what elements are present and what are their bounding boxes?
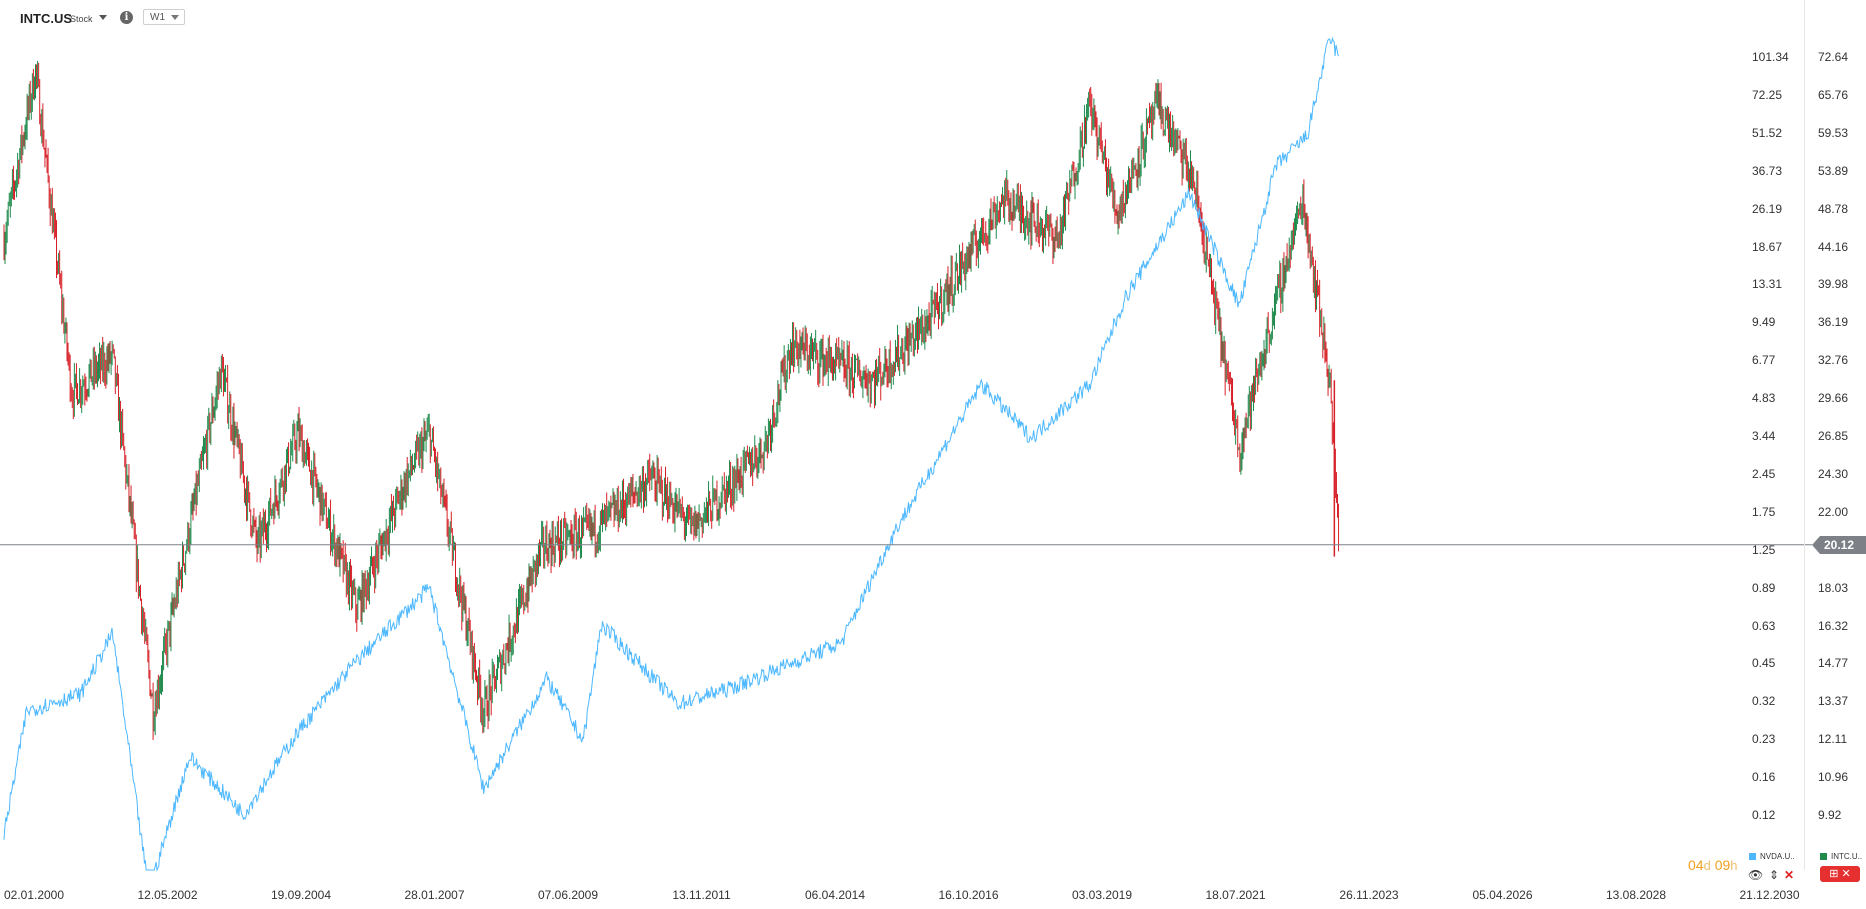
right-axis-tick: 22.00	[1818, 504, 1849, 519]
left-axis-tick: 51.52	[1752, 125, 1783, 140]
left-axis-tick: 101.34	[1752, 50, 1789, 64]
chart-toolbar: INTC.US Stock i W1	[0, 0, 1866, 36]
left-axis-tick: 6.77	[1752, 353, 1776, 368]
legend-nvda[interactable]: NVDA.U..	[1749, 852, 1795, 861]
time-axis-tick: 07.06.2009	[537, 888, 599, 902]
right-axis-tick: 13.37	[1818, 694, 1849, 709]
left-axis-tick: 0.63	[1752, 618, 1776, 633]
left-axis-tick: 13.31	[1752, 277, 1783, 292]
right-axis-tick: 16.32	[1818, 618, 1849, 633]
right-axis-tick: 12.11	[1818, 732, 1848, 747]
symbol-dropdown-caret-icon[interactable]	[99, 15, 107, 20]
eye-icon[interactable]: 👁	[1748, 868, 1764, 882]
timeframe-value: W1	[150, 12, 165, 23]
time-axis-tick: 26.11.2023	[1339, 888, 1399, 902]
nvda-line	[3, 36, 1340, 872]
instrument-type: Stock	[70, 14, 93, 24]
right-axis-tick: 59.53	[1818, 125, 1849, 140]
left-axis-tick: 1.75	[1752, 504, 1776, 519]
right-axis-tick: 36.19	[1818, 315, 1849, 330]
right-axis-tick: 48.78	[1818, 201, 1849, 216]
right-axis-tick: 26.85	[1818, 429, 1849, 443]
time-axis-tick: 12.05.2002	[137, 888, 198, 902]
countdown-hour-unit: h	[1730, 858, 1738, 873]
nvda-compare-line	[3, 36, 1340, 872]
symbol-title[interactable]: INTC.US	[20, 11, 72, 26]
intc-swatch	[1820, 853, 1827, 860]
right-axis-tick: 9.92	[1818, 808, 1842, 822]
right-axis-tick: 65.76	[1818, 87, 1849, 102]
remove-series-button[interactable]: ⊞ ✕	[1820, 866, 1860, 882]
right-axis-tick: 18.03	[1818, 580, 1849, 595]
legend-intc[interactable]: INTC.U..	[1820, 852, 1862, 861]
time-axis-tick: 06.04.2014	[804, 888, 866, 902]
left-axis-tick: 0.45	[1752, 656, 1776, 671]
reorder-icon[interactable]: ⇕	[1769, 868, 1780, 882]
close-icon[interactable]: ✕	[1784, 868, 1795, 882]
timeframe-select[interactable]: W1	[143, 9, 185, 25]
nvda-swatch	[1749, 853, 1756, 860]
chevron-down-icon	[171, 15, 179, 20]
time-axis-tick: 16.10.2016	[938, 888, 999, 902]
countdown-hours: 09	[1714, 857, 1731, 873]
right-axis-tick: 53.89	[1818, 163, 1849, 178]
left-axis-tick: 1.25	[1752, 542, 1776, 557]
info-icon[interactable]: i	[120, 11, 133, 24]
legend-nvda-label: NVDA.U..	[1760, 852, 1795, 861]
right-axis-tick: 24.30	[1818, 466, 1849, 481]
candle-countdown: 04d 09h	[1688, 857, 1738, 873]
right-axis-tick: 29.66	[1818, 391, 1849, 406]
axis-divider	[1804, 0, 1805, 870]
right-axis-tick: 14.77	[1818, 656, 1849, 671]
time-axis-tick: 05.04.2026	[1472, 888, 1533, 902]
time-axis-tick: 03.03.2019	[1071, 888, 1133, 902]
left-axis-tick: 0.16	[1752, 770, 1776, 785]
left-axis-tick: 18.67	[1752, 239, 1783, 254]
left-axis-tick: 4.83	[1752, 391, 1776, 406]
time-axis-tick: 02.01.2000	[3, 888, 65, 902]
right-axis-tick: 32.76	[1818, 353, 1849, 368]
countdown-days: 04	[1688, 857, 1704, 873]
left-axis-tick: 36.73	[1752, 163, 1783, 178]
right-axis-tick: 72.64	[1818, 50, 1849, 64]
left-axis-tick: 3.44	[1752, 429, 1776, 443]
intc-candles	[3, 61, 1340, 740]
legend-intc-label: INTC.U..	[1831, 852, 1863, 861]
left-axis-tick: 72.25	[1752, 87, 1783, 102]
right-axis-tick: 39.98	[1818, 277, 1849, 292]
left-axis-tick: 26.19	[1752, 201, 1783, 216]
left-axis-tick: 2.45	[1752, 466, 1776, 481]
time-axis-tick: 28.01.2007	[404, 888, 465, 902]
time-axis-tick: 13.11.2011	[672, 888, 731, 902]
countdown-day-unit: d	[1703, 858, 1711, 873]
left-axis-tick: 0.23	[1752, 732, 1776, 747]
left-axis-tick: 0.12	[1752, 808, 1776, 822]
right-axis-tick: 44.16	[1818, 239, 1849, 254]
left-axis-tick: 0.32	[1752, 694, 1776, 709]
right-axis-tick: 10.96	[1818, 770, 1849, 785]
time-axis-tick: 18.07.2021	[1205, 888, 1266, 902]
time-axis-tick: 19.09.2004	[270, 888, 332, 902]
time-axis-tick: 21.12.2030	[1739, 888, 1800, 902]
current-price-tag: 20.12	[1812, 536, 1866, 554]
time-axis-tick: 13.08.2028	[1605, 888, 1667, 902]
left-axis-tick: 9.49	[1752, 315, 1776, 330]
left-axis-tick: 0.89	[1752, 580, 1776, 595]
